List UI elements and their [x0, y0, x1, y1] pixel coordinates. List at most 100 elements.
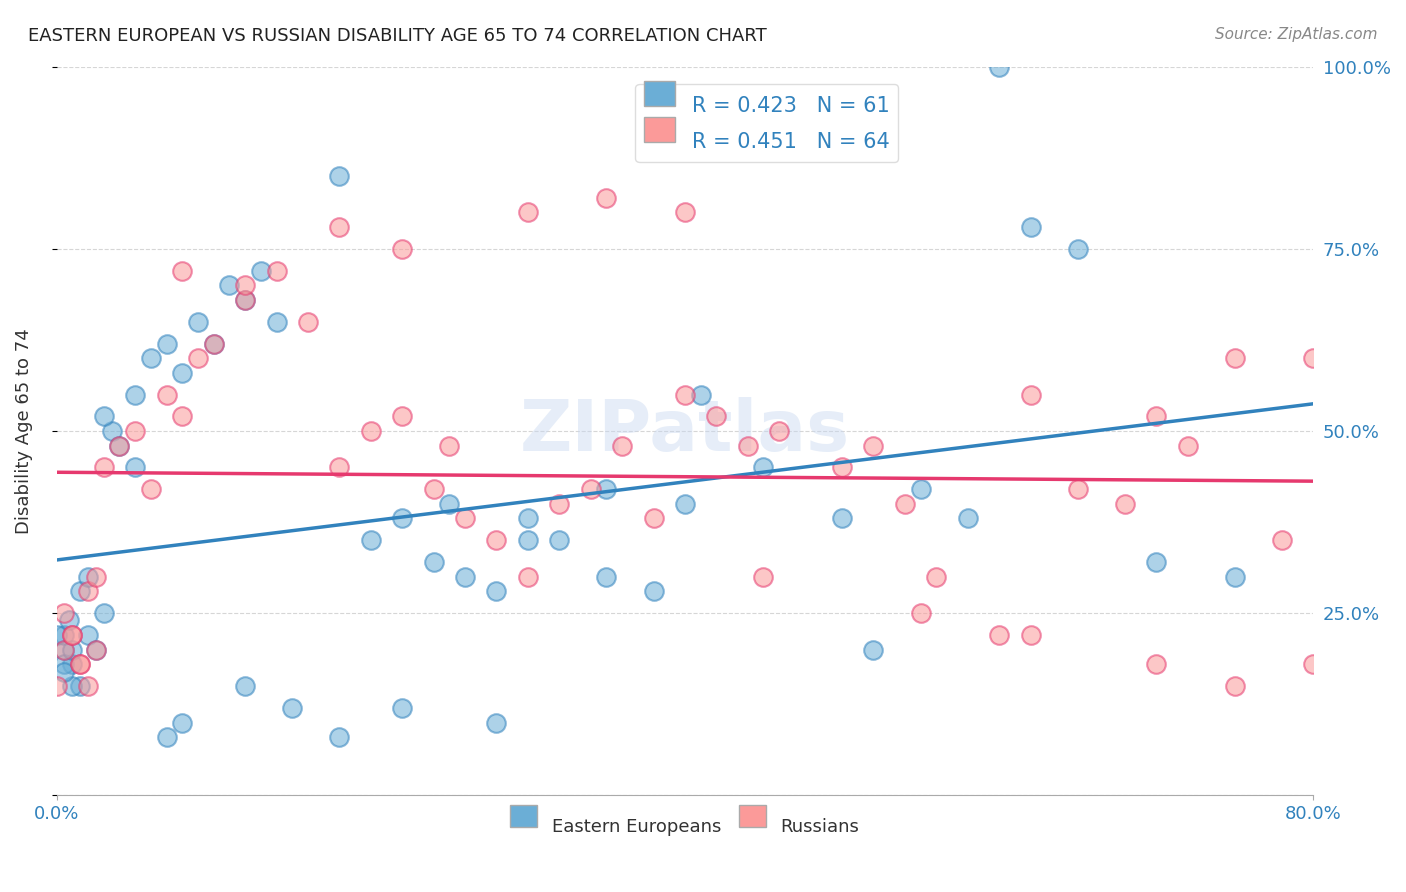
Russians: [548, 497, 571, 511]
Eastern Europeans: [862, 642, 884, 657]
Eastern Europeans: [328, 730, 350, 744]
Russians: [360, 424, 382, 438]
Eastern Europeans: [422, 555, 444, 569]
Russians: [1019, 628, 1042, 642]
Eastern Europeans: [595, 570, 617, 584]
Russians: [172, 263, 194, 277]
Russians: [1066, 483, 1088, 497]
Russians: [862, 439, 884, 453]
Russians: [595, 191, 617, 205]
Eastern Europeans: [266, 315, 288, 329]
Eastern Europeans: [1066, 242, 1088, 256]
Russians: [328, 219, 350, 234]
Russians: [53, 642, 76, 657]
Eastern Europeans: [69, 679, 91, 693]
Russians: [391, 409, 413, 424]
Eastern Europeans: [281, 701, 304, 715]
Russians: [328, 460, 350, 475]
Russians: [60, 628, 83, 642]
Eastern Europeans: [516, 511, 538, 525]
Russians: [1302, 351, 1324, 365]
Eastern Europeans: [172, 715, 194, 730]
Russians: [108, 439, 131, 453]
Russians: [1271, 533, 1294, 548]
Russians: [643, 511, 665, 525]
Russians: [172, 409, 194, 424]
Russians: [1223, 679, 1246, 693]
Eastern Europeans: [187, 315, 209, 329]
Russians: [752, 570, 775, 584]
Eastern Europeans: [124, 387, 146, 401]
Russians: [124, 424, 146, 438]
Eastern Europeans: [53, 665, 76, 679]
Russians: [485, 533, 508, 548]
Russians: [768, 424, 790, 438]
Russians: [988, 628, 1011, 642]
Russians: [831, 460, 853, 475]
Russians: [84, 642, 107, 657]
Russians: [155, 387, 177, 401]
Legend: Eastern Europeans, Russians: Eastern Europeans, Russians: [503, 808, 868, 845]
Eastern Europeans: [1223, 570, 1246, 584]
Eastern Europeans: [233, 679, 256, 693]
Eastern Europeans: [328, 169, 350, 183]
Eastern Europeans: [752, 460, 775, 475]
Russians: [69, 657, 91, 672]
Eastern Europeans: [439, 497, 461, 511]
Eastern Europeans: [1019, 219, 1042, 234]
Russians: [233, 293, 256, 307]
Russians: [516, 570, 538, 584]
Eastern Europeans: [595, 483, 617, 497]
Eastern Europeans: [45, 628, 67, 642]
Eastern Europeans: [360, 533, 382, 548]
Eastern Europeans: [516, 533, 538, 548]
Russians: [69, 657, 91, 672]
Russians: [925, 570, 948, 584]
Russians: [706, 409, 728, 424]
Russians: [202, 336, 225, 351]
Eastern Europeans: [218, 278, 240, 293]
Eastern Europeans: [673, 497, 696, 511]
Eastern Europeans: [391, 701, 413, 715]
Russians: [187, 351, 209, 365]
Eastern Europeans: [60, 679, 83, 693]
Text: EASTERN EUROPEAN VS RUSSIAN DISABILITY AGE 65 TO 74 CORRELATION CHART: EASTERN EUROPEAN VS RUSSIAN DISABILITY A…: [28, 27, 766, 45]
Eastern Europeans: [100, 424, 122, 438]
Eastern Europeans: [155, 336, 177, 351]
Russians: [422, 483, 444, 497]
Russians: [233, 278, 256, 293]
Russians: [516, 205, 538, 219]
Eastern Europeans: [139, 351, 162, 365]
Russians: [53, 606, 76, 620]
Eastern Europeans: [53, 642, 76, 657]
Eastern Europeans: [53, 628, 76, 642]
Eastern Europeans: [60, 642, 83, 657]
Russians: [673, 205, 696, 219]
Russians: [610, 439, 633, 453]
Russians: [266, 263, 288, 277]
Russians: [93, 460, 115, 475]
Russians: [1019, 387, 1042, 401]
Eastern Europeans: [53, 657, 76, 672]
Russians: [673, 387, 696, 401]
Eastern Europeans: [988, 60, 1011, 74]
Russians: [45, 679, 67, 693]
Russians: [454, 511, 477, 525]
Eastern Europeans: [250, 263, 273, 277]
Russians: [737, 439, 759, 453]
Russians: [60, 628, 83, 642]
Eastern Europeans: [108, 439, 131, 453]
Eastern Europeans: [84, 642, 107, 657]
Eastern Europeans: [93, 409, 115, 424]
Eastern Europeans: [454, 570, 477, 584]
Eastern Europeans: [77, 628, 100, 642]
Russians: [894, 497, 917, 511]
Text: ZIPatlas: ZIPatlas: [520, 397, 851, 466]
Eastern Europeans: [60, 657, 83, 672]
Eastern Europeans: [485, 584, 508, 599]
Eastern Europeans: [233, 293, 256, 307]
Eastern Europeans: [831, 511, 853, 525]
Eastern Europeans: [689, 387, 711, 401]
Russians: [391, 242, 413, 256]
Eastern Europeans: [391, 511, 413, 525]
